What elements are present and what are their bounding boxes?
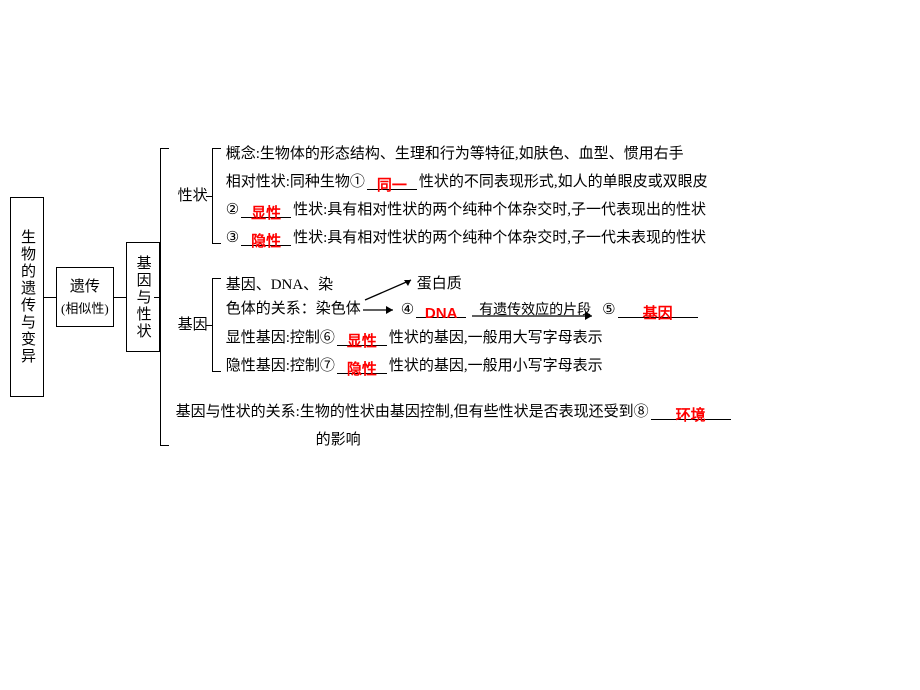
heredity-subtitle: (相似性) — [61, 299, 109, 320]
root-box: 生物的遗传与变异 — [10, 197, 44, 397]
gene-trait-title: 基因与性状 — [131, 255, 155, 340]
blank-8: 环境 — [651, 404, 731, 421]
relation-line-2: 的影响 — [176, 426, 733, 454]
main-bracket-wrap: 性状 概念:生物体的形态结构、生理和行为等特征,如肤色、血型、惯用右手 相对性状… — [160, 140, 733, 454]
trait-content: 概念:生物体的形态结构、生理和行为等特征,如肤色、血型、惯用右手 相对性状:同种… — [226, 140, 708, 252]
heredity-title: 遗传 — [61, 275, 109, 299]
arrow-dna-area: 蛋白质 ④ DNA — [361, 272, 700, 322]
heredity-box: 遗传 (相似性) — [56, 267, 114, 327]
gene-content: 基因、DNA、染 色体的关系：染色体 蛋白 — [226, 270, 700, 380]
trait-bracket-wrap: 概念:生物体的形态结构、生理和行为等特征,如肤色、血型、惯用右手 相对性状:同种… — [212, 140, 708, 252]
gene-relationship: 基因、DNA、染 色体的关系：染色体 蛋白 — [226, 270, 700, 324]
blank-7: 隐性 — [337, 358, 387, 375]
gene-bracket — [212, 270, 226, 380]
blank-3: 隐性 — [241, 230, 291, 247]
blank-1: 同一 — [367, 174, 417, 191]
protein-label: 蛋白质 — [417, 272, 462, 296]
trait-group: 性状 概念:生物体的形态结构、生理和行为等特征,如肤色、血型、惯用右手 相对性状… — [174, 140, 733, 252]
trait-recessive: ③ 隐性 性状:具有相对性状的两个纯种个体杂交时,子一代未表现的性状 — [226, 224, 708, 252]
root-title: 生物的遗传与变异 — [15, 229, 39, 365]
arrow-long-icon — [470, 306, 600, 320]
connector-2 — [114, 297, 126, 298]
blank-6: 显性 — [337, 330, 387, 347]
main-content: 性状 概念:生物体的形态结构、生理和行为等特征,如肤色、血型、惯用右手 相对性状… — [174, 140, 733, 454]
gene-rel-text: 基因、DNA、染 色体的关系：染色体 — [226, 273, 361, 321]
gene-bracket-wrap: 基因、DNA、染 色体的关系：染色体 蛋白 — [212, 270, 700, 380]
arrow-right-icon — [361, 304, 401, 316]
mid-arrow-text: 有遗传效应的片段 — [470, 302, 600, 319]
gene-group: 基因 基因、DNA、染 色体的关系：染色体 — [174, 270, 733, 380]
blank-2: 显性 — [241, 202, 291, 219]
main-bracket — [160, 140, 174, 454]
gene-recessive: 隐性基因:控制⑦ 隐性 性状的基因,一般用小写字母表示 — [226, 352, 700, 380]
gene-dominant: 显性基因:控制⑥ 显性 性状的基因,一般用大写字母表示 — [226, 324, 700, 352]
trait-bracket — [212, 140, 226, 252]
blank-5: 基因 — [618, 302, 698, 319]
relation-group: 基因与性状的关系:生物的性状由基因控制,但有些性状是否表现还受到⑧ 环境 的影响 — [174, 398, 733, 454]
connector-1 — [44, 297, 56, 298]
main-row: 生物的遗传与变异 遗传 (相似性) 基因与性状 性状 — [10, 140, 910, 454]
relation-line-1: 基因与性状的关系:生物的性状由基因控制,但有些性状是否表现还受到⑧ 环境 — [176, 398, 733, 426]
trait-relative: 相对性状:同种生物① 同一 性状的不同表现形式,如人的单眼皮或双眼皮 — [226, 168, 708, 196]
trait-dominant: ② 显性 性状:具有相对性状的两个纯种个体杂交时,子一代表现出的性状 — [226, 196, 708, 224]
blank-4: DNA — [416, 302, 466, 319]
trait-concept: 概念:生物体的形态结构、生理和行为等特征,如肤色、血型、惯用右手 — [226, 140, 708, 168]
concept-map: 生物的遗传与变异 遗传 (相似性) 基因与性状 性状 — [10, 140, 910, 454]
